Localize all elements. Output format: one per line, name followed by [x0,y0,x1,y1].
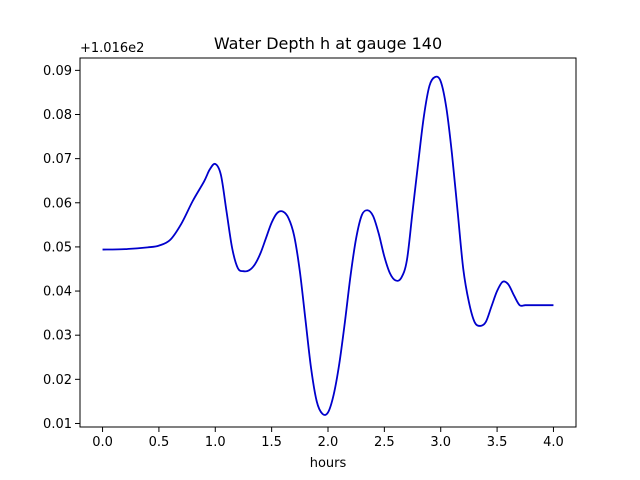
y-tick-label: 0.06 [43,196,72,211]
y-tick-label: 0.04 [43,285,72,300]
y-tick-label: 0.07 [43,152,72,167]
x-tick-label: 2.0 [318,435,339,450]
x-tick-label: 2.5 [374,435,395,450]
series-line [102,75,554,416]
y-tick-label: 0.03 [43,329,72,344]
x-axis-label: hours [310,456,347,471]
x-axis-ticks: 0.0 0.5 1.0 1.5 2.0 2.5 3.0 3.5 4.0 [92,427,564,450]
y-tick-label: 0.09 [43,64,72,79]
y-axis-ticks: 0.01 0.02 0.03 0.04 0.05 0.06 0.07 0.08 0.09 [43,64,80,432]
plot-frame [79,57,577,428]
y-tick-label: 0.05 [43,240,72,255]
y-tick-label: 0.02 [43,373,72,388]
x-tick-label: 0.0 [92,435,113,450]
y-tick-label: 0.08 [43,108,72,123]
y-tick-label: 0.01 [43,417,72,432]
chart-title: Water Depth h at gauge 140 [214,34,442,53]
x-tick-label: 1.5 [261,435,282,450]
x-tick-label: 3.0 [430,435,451,450]
x-tick-label: 0.5 [149,435,170,450]
y-offset-label: +1.016e2 [80,41,144,56]
x-tick-label: 1.0 [205,435,226,450]
x-tick-label: 4.0 [543,435,564,450]
x-tick-label: 3.5 [487,435,508,450]
